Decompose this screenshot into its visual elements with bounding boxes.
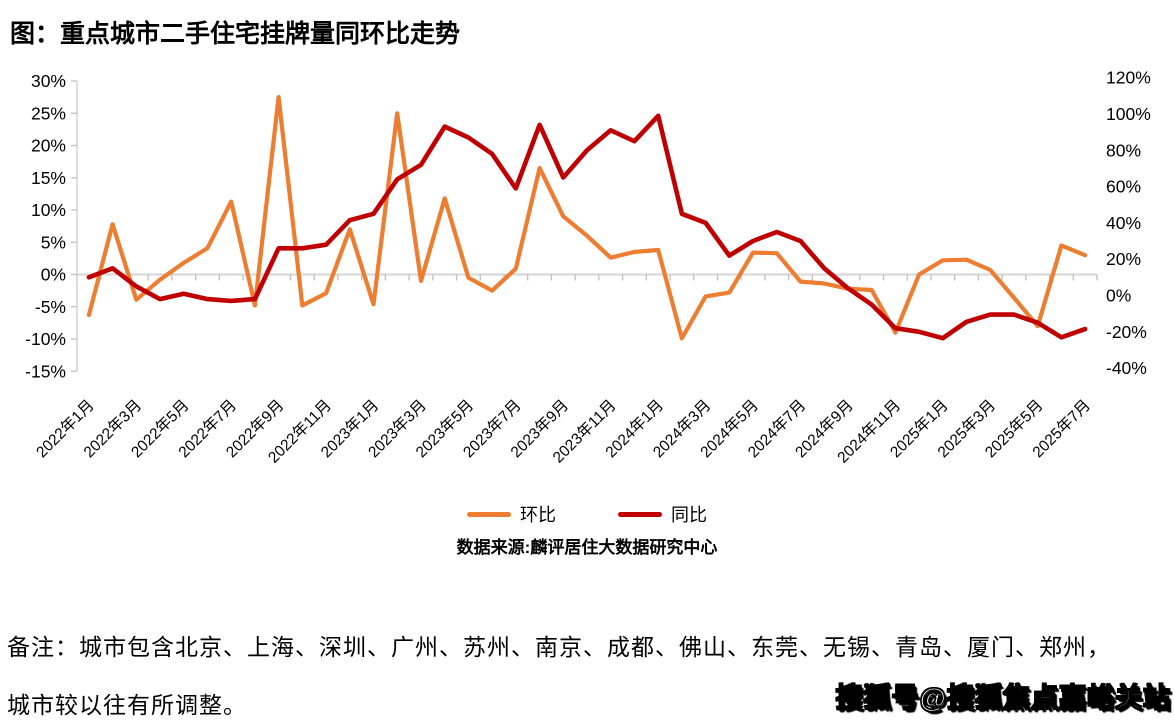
svg-text:100%: 100% <box>1106 104 1151 124</box>
mom-line[interactable] <box>86 94 1088 341</box>
svg-text:120%: 120% <box>1106 68 1151 88</box>
svg-text:5%: 5% <box>41 232 66 252</box>
svg-text:25%: 25% <box>31 103 66 123</box>
svg-text:80%: 80% <box>1106 140 1141 160</box>
svg-text:-5%: -5% <box>35 297 66 317</box>
svg-text:0%: 0% <box>1106 286 1131 306</box>
legend-label-mom: 环比 <box>520 505 556 525</box>
chart-legend: 环比 同比 <box>0 501 1174 527</box>
left-axis-ticks <box>71 80 77 372</box>
footnote-line-1: 备注：城市包含北京、上海、深圳、广州、苏州、南京、成都、佛山、东莞、无锡、青岛、… <box>7 635 1111 660</box>
left-axis-labels: 30% 25% 20% 15% 10% 5% 0% -5% -10% -15% <box>25 71 66 381</box>
yoy-line-swatch <box>618 511 662 517</box>
svg-text:10%: 10% <box>31 200 66 220</box>
svg-text:0%: 0% <box>41 265 66 285</box>
svg-text:-20%: -20% <box>1106 322 1147 342</box>
svg-text:-40%: -40% <box>1106 358 1147 378</box>
mom-line-swatch <box>467 511 511 517</box>
line-chart: 30% 25% 20% 15% 10% 5% 0% -5% -10% -15% 120% 100% 80… <box>25 68 1151 467</box>
right-axis-labels: 120% 100% 80% 60% 40% 20% 0% -20% -40% <box>1106 68 1151 378</box>
svg-text:20%: 20% <box>1106 249 1141 269</box>
svg-text:15%: 15% <box>31 168 66 188</box>
legend-item-mom[interactable]: 环比 <box>467 501 556 527</box>
watermark: 搜狐号@搜狐焦点嘉峪关站 <box>835 682 1171 713</box>
svg-text:40%: 40% <box>1106 213 1141 233</box>
data-source-caption: 数据来源:麟评居住大数据研究中心 <box>456 538 718 557</box>
footnote-line-2: 城市较以往有所调整。 <box>7 693 247 718</box>
yoy-line[interactable] <box>86 113 1088 341</box>
svg-text:-15%: -15% <box>25 361 66 381</box>
legend-label-yoy: 同比 <box>671 505 707 525</box>
svg-text:20%: 20% <box>31 136 66 156</box>
x-axis-labels: 2022年1月2022年3月2022年5月2022年7月2022年9月2022年… <box>33 396 1094 466</box>
svg-text:60%: 60% <box>1106 177 1141 197</box>
svg-text:30%: 30% <box>31 71 66 91</box>
legend-item-yoy[interactable]: 同比 <box>618 501 707 527</box>
svg-text:-10%: -10% <box>25 329 66 349</box>
chart-title: 图：重点城市二手住宅挂牌量同环比走势 <box>10 20 461 48</box>
